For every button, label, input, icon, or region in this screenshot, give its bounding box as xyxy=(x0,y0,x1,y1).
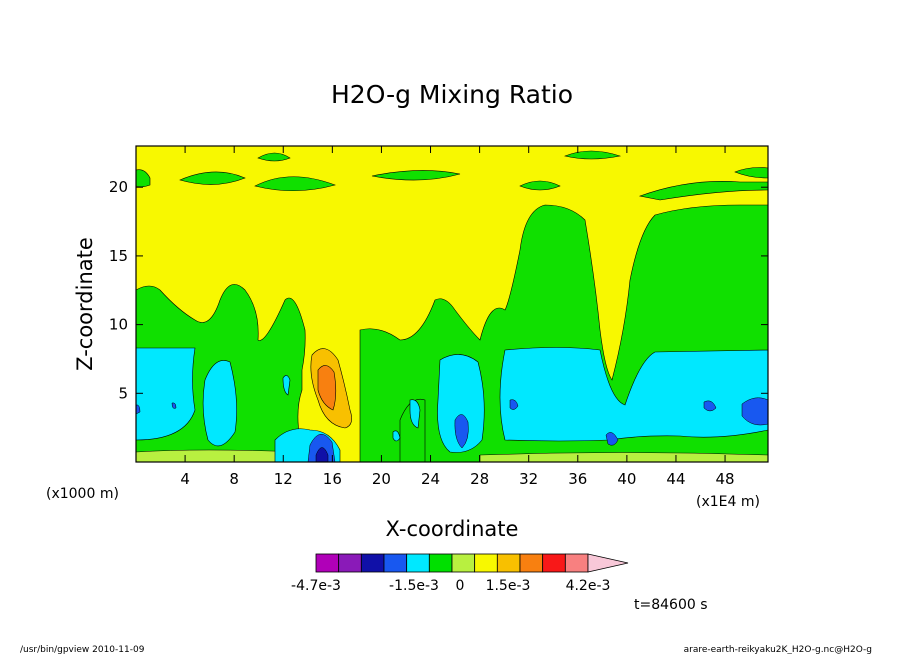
colorbar-label: 4.2e-3 xyxy=(566,578,611,594)
footer-left: /usr/bin/gpview 2010-11-09 xyxy=(20,645,145,654)
x-tick-label: 12 xyxy=(274,470,293,488)
colorbar-label: -1.5e-3 xyxy=(389,578,439,594)
colorbar-swatch xyxy=(428,553,453,573)
y-axis-label: Z-coordinate xyxy=(73,237,97,371)
colorbar-swatch xyxy=(315,553,340,573)
contour-cyan xyxy=(135,347,769,463)
colorbar-label: 0 xyxy=(456,578,465,594)
colorbar-label: -4.7e-3 xyxy=(291,578,341,594)
colorbar-label: 1.5e-3 xyxy=(486,578,531,594)
contour-green-upper xyxy=(135,150,769,201)
y-tick-label: 5 xyxy=(118,384,128,402)
x-axis-label: X-coordinate xyxy=(386,517,519,541)
x-tick-label: 36 xyxy=(568,470,587,488)
x-tick-label: 32 xyxy=(519,470,538,488)
footer-right: arare-earth-reikyaku2K_H2O-g.nc@H2O-g xyxy=(684,645,872,654)
x-axis: 4 8 12 16 20 24 28 32 36 40 44 48 xyxy=(180,146,735,488)
contour-warm xyxy=(310,348,352,429)
chart-title: H2O-g Mixing Ratio xyxy=(331,80,573,109)
x-units-label: (x1000 m) xyxy=(46,486,119,502)
colorbar-swatch xyxy=(338,553,362,573)
x-tick-label: 8 xyxy=(229,470,239,488)
colorbar xyxy=(315,553,629,573)
colorbar-labels: -4.7e-3 -1.5e-3 0 1.5e-3 4.2e-3 xyxy=(291,578,610,594)
x-tick-label: 20 xyxy=(372,470,391,488)
x-tick-label: 48 xyxy=(716,470,735,488)
plot-area xyxy=(135,145,769,463)
colorbar-swatch xyxy=(542,553,566,573)
colorbar-swatch xyxy=(519,553,544,573)
y-tick-label: 20 xyxy=(109,178,128,196)
colorbar-swatch xyxy=(474,553,498,573)
colorbar-swatch xyxy=(451,553,476,573)
x-scale-note: (x1E4 m) xyxy=(696,494,760,510)
y-axis: 5 10 15 20 xyxy=(109,178,768,402)
x-tick-label: 16 xyxy=(323,470,342,488)
colorbar-extension-arrow xyxy=(587,553,629,573)
contour-yellowgreen xyxy=(135,449,769,463)
x-tick-label: 44 xyxy=(666,470,685,488)
x-tick-label: 24 xyxy=(421,470,440,488)
colorbar-swatch xyxy=(496,553,521,573)
x-tick-label: 4 xyxy=(180,470,190,488)
colorbar-swatch xyxy=(383,553,408,573)
plot-frame xyxy=(135,145,769,463)
contour-blue xyxy=(135,397,769,463)
y-tick-label: 15 xyxy=(109,247,128,265)
y-tick-label: 10 xyxy=(109,316,128,334)
x-tick-label: 28 xyxy=(470,470,489,488)
colorbar-swatch xyxy=(360,553,385,573)
colorbar-swatch xyxy=(406,553,430,573)
colorbar-swatch xyxy=(564,553,589,573)
time-label: t=84600 s xyxy=(634,597,708,613)
x-tick-label: 40 xyxy=(617,470,636,488)
